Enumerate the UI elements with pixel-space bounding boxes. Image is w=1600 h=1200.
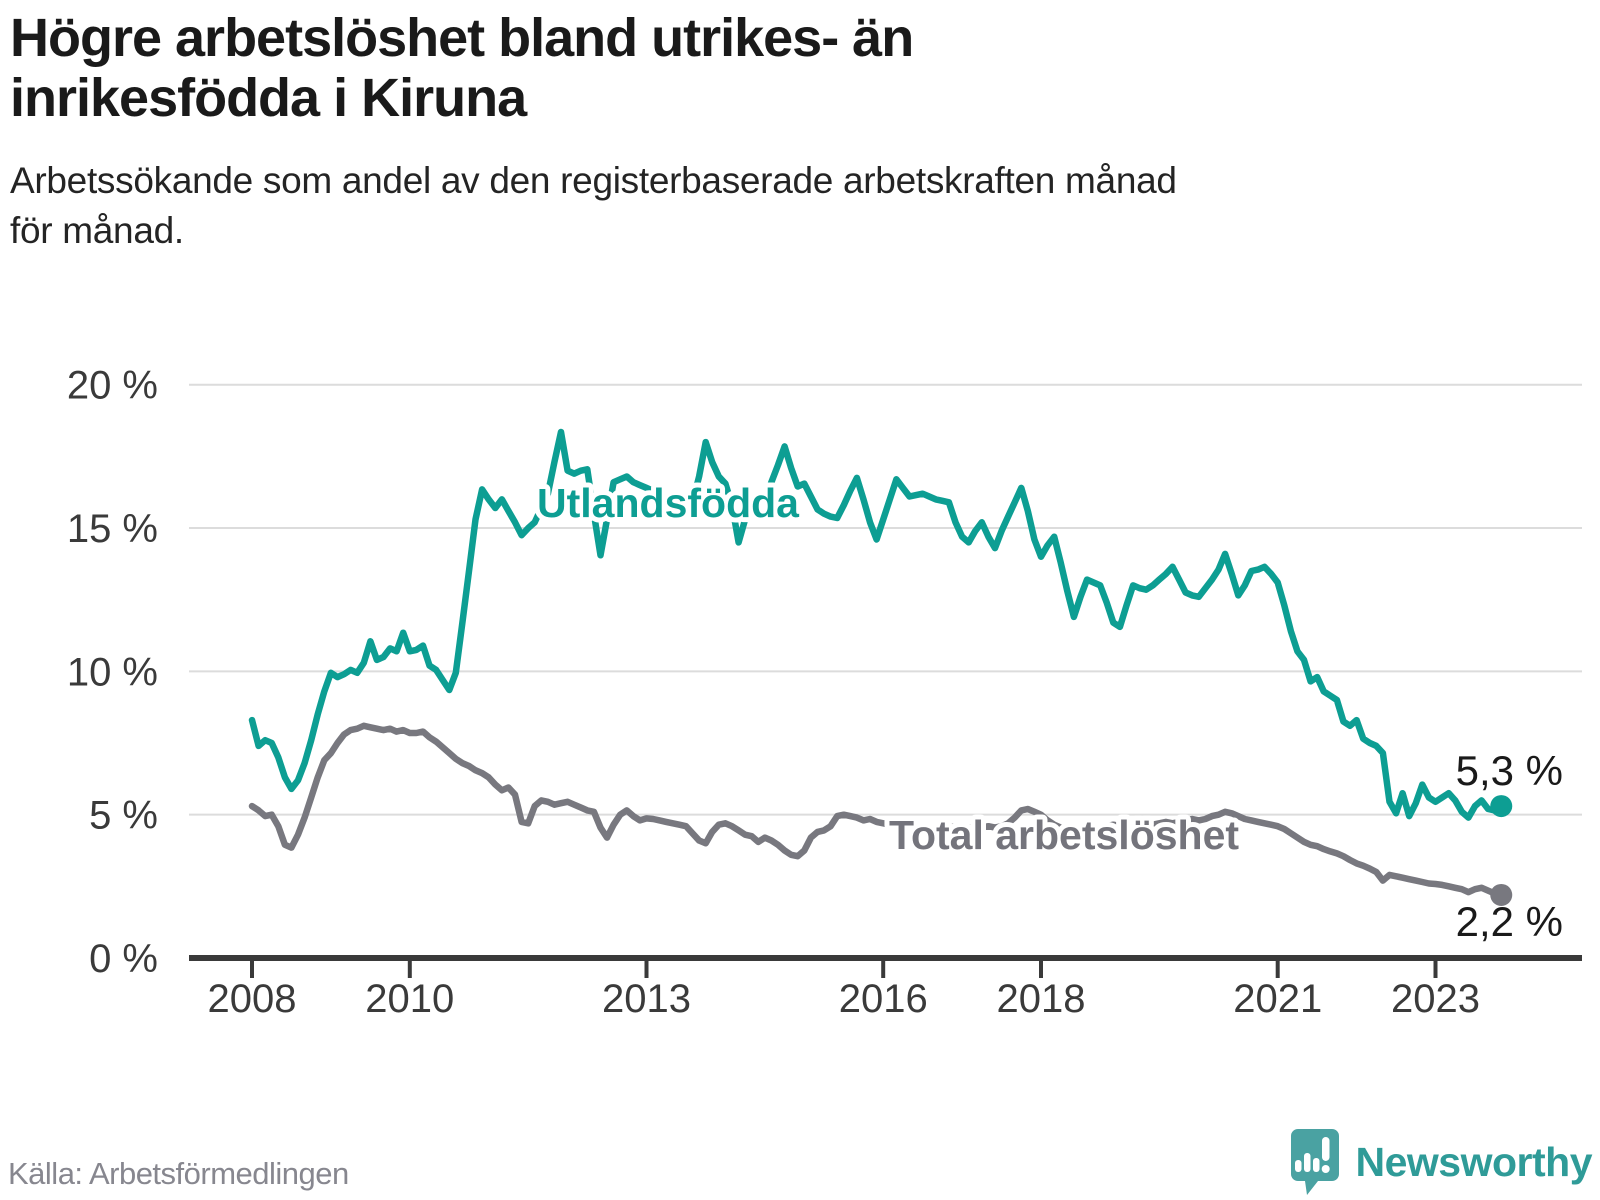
title-line-2: inrikesfödda i Kiruna (10, 68, 527, 128)
logo-exclamation-bar (1321, 1137, 1329, 1161)
end-value-label-total: 2,2 % (1456, 898, 1563, 945)
chart-header: Högre arbetslöshet bland utrikes- än inr… (10, 8, 1590, 256)
x-tick-label-2008: 2008 (208, 977, 297, 1021)
title-line-1: Högre arbetslöshet bland utrikes- än (10, 8, 914, 68)
x-tick-label-2013: 2013 (602, 977, 691, 1021)
y-tick-label-20: 20 % (67, 364, 158, 408)
x-axis (189, 955, 1582, 978)
gridlines (189, 383, 1582, 816)
end-dot-utlandsfodda (1490, 795, 1513, 818)
source-note: Källa: Arbetsförmedlingen (8, 1156, 349, 1191)
axis-labels: 20 % 15 % 10 % 5 % 0 % 2008 2010 2013 2016 2018 20… (67, 364, 1480, 1021)
y-tick-label-10: 10 % (67, 650, 158, 694)
x-tick-label-2021: 2021 (1233, 977, 1322, 1021)
y-tick-label-15: 15 % (67, 507, 158, 551)
series-label-utlandsfodda: Utlandsfödda (537, 480, 800, 526)
logo-exclamation-dot (1321, 1165, 1330, 1173)
subtitle-line-2: för månad. (10, 210, 184, 251)
y-tick-label-5: 5 % (89, 794, 158, 838)
page-title: Högre arbetslöshet bland utrikes- än inr… (10, 8, 1590, 128)
newsworthy-wordmark: Newsworthy (1355, 1138, 1593, 1185)
newsworthy-logo-icon (1290, 1129, 1339, 1195)
subtitle-line-1: Arbetssökande som andel av den registerb… (10, 160, 1177, 201)
x-tick-label-2016: 2016 (839, 977, 928, 1021)
x-tick-label-2023: 2023 (1391, 977, 1480, 1021)
newsworthy-brand: Newsworthy (1286, 1128, 1593, 1196)
end-dot-total-arbetsloshet (1490, 883, 1513, 906)
y-tick-label-0: 0 % (89, 937, 158, 981)
line-utlandsfodda (248, 428, 1505, 821)
series-label-total: Total arbetslöshet (889, 812, 1239, 858)
line-total-arbetsloshet (248, 722, 1505, 899)
x-tick-label-2010: 2010 (365, 977, 454, 1021)
chart-subtitle: Arbetssökande som andel av den registerb… (10, 156, 1590, 256)
series-lines (248, 428, 1513, 906)
x-tick-label-2018: 2018 (997, 977, 1086, 1021)
end-value-label-utlandsfodda: 5,3 % (1456, 747, 1563, 794)
logo-bars (1294, 1137, 1330, 1173)
